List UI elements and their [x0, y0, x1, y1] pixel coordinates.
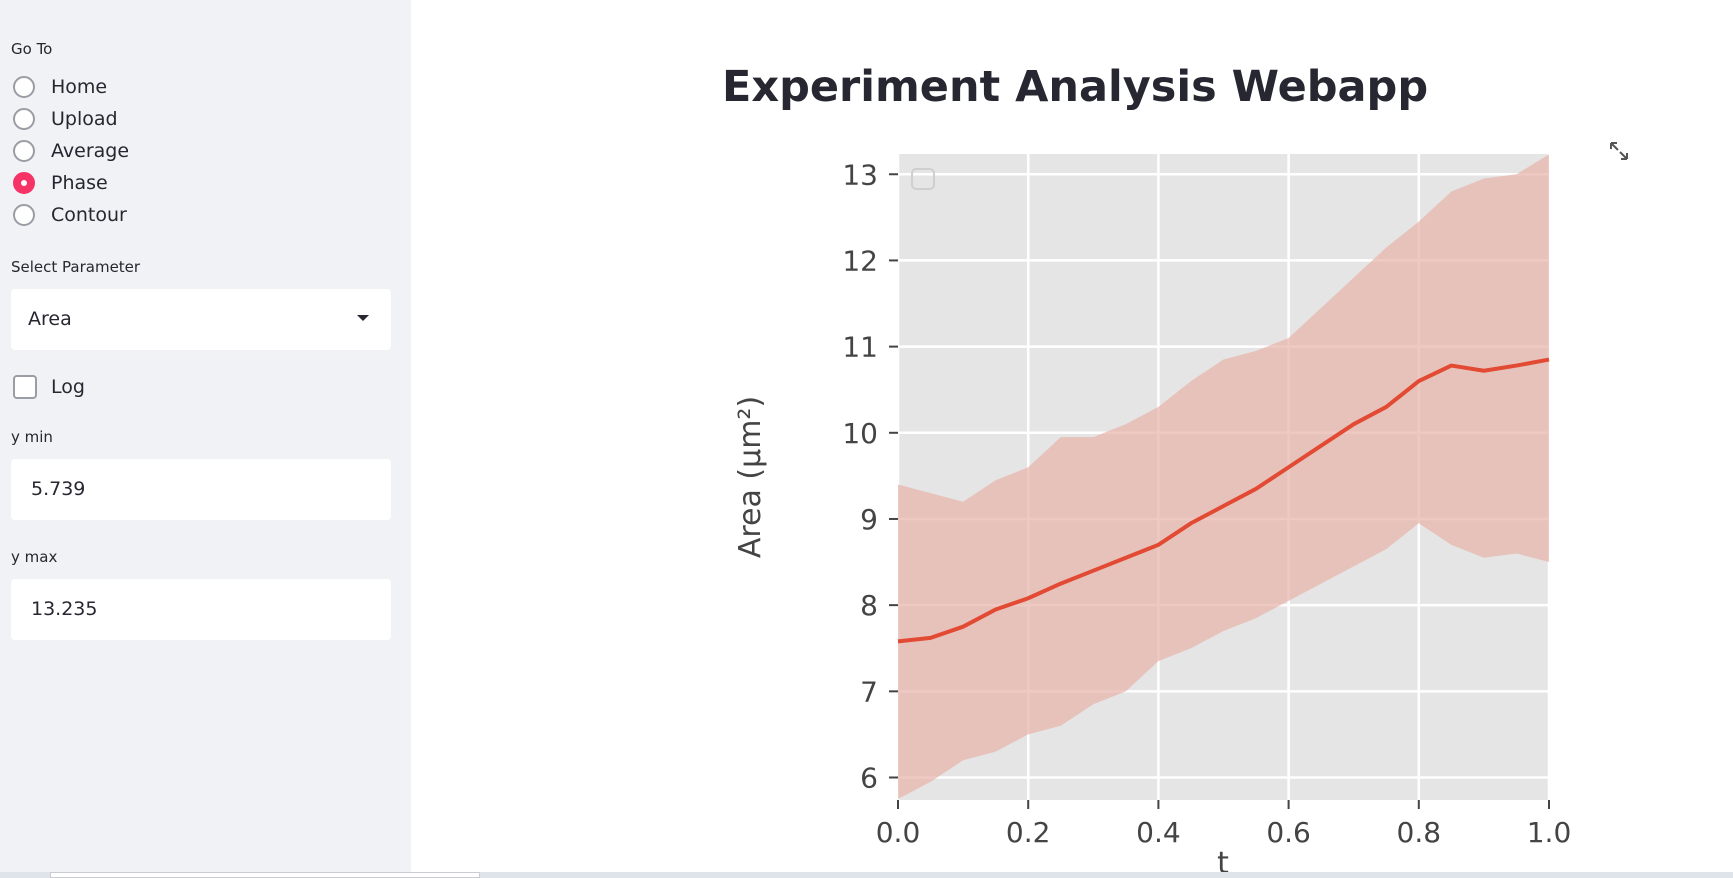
y-tick-label: 7 [860, 675, 878, 708]
nav-label-average: Average [51, 140, 130, 162]
bottom-bar [0, 872, 1733, 878]
nav-radio-home[interactable]: Home [13, 73, 107, 101]
legend-box [911, 168, 935, 190]
nav-radio-contour[interactable]: Contour [13, 201, 127, 229]
phase-chart: 0.0 0.2 0.4 0.6 0.8 1.0 6 7 8 9 10 11 12 13 Area (μm… [733, 154, 1572, 875]
page-title: Experiment Analysis Webapp [722, 62, 1429, 112]
nav-label-upload: Upload [51, 108, 118, 130]
sidebar: Go To Home Upload Average Phase Contour … [0, 0, 411, 878]
ymax-input[interactable]: 13.235 [11, 579, 391, 640]
expand-icon[interactable] [1608, 140, 1630, 162]
mean-line [897, 357, 1550, 644]
ymax-label: y max [11, 548, 58, 566]
x-tick-label: 0.2 [1006, 816, 1051, 849]
y-tick-label: 8 [860, 589, 878, 622]
x-axis: 0.0 0.2 0.4 0.6 0.8 1.0 [876, 800, 1572, 849]
goto-label: Go To [11, 40, 53, 58]
log-label: Log [51, 376, 85, 398]
nav-radio-average[interactable]: Average [13, 137, 129, 165]
y-axis-label: Area (μm²) [733, 396, 768, 558]
y-tick-label: 6 [860, 762, 878, 795]
nav-label-contour: Contour [51, 204, 127, 226]
x-tick-label: 0.6 [1266, 816, 1311, 849]
radio-circle[interactable] [13, 204, 35, 226]
nav-radio-upload[interactable]: Upload [13, 105, 118, 133]
x-tick-label: 0.8 [1397, 816, 1442, 849]
confidence-band [898, 154, 1549, 800]
parameter-select-value: Area [28, 308, 72, 330]
y-tick-label: 13 [842, 158, 878, 191]
x-tick-label: 0.0 [876, 816, 921, 849]
ymin-input[interactable]: 5.739 [11, 459, 391, 520]
y-tick-label: 11 [842, 331, 878, 364]
nav-label-phase: Phase [51, 172, 108, 194]
x-tick-label: 1.0 [1527, 816, 1572, 849]
nav-label-home: Home [51, 76, 108, 98]
log-checkbox[interactable] [13, 375, 37, 399]
y-axis: 6 7 8 9 10 11 12 13 [842, 158, 898, 795]
y-tick-label: 12 [842, 244, 878, 277]
y-tick-label: 10 [842, 417, 878, 450]
caret-down-icon[interactable] [357, 315, 369, 321]
y-tick-label: 9 [860, 503, 878, 536]
select-parameter-label: Select Parameter [11, 258, 141, 276]
bottom-input[interactable] [50, 872, 480, 878]
radio-circle[interactable] [13, 108, 35, 130]
log-checkbox-row[interactable]: Log [13, 373, 85, 401]
x-tick-label: 0.4 [1136, 816, 1181, 849]
parameter-select[interactable]: Area [11, 289, 391, 350]
ymin-label: y min [11, 428, 53, 446]
radio-circle[interactable] [13, 76, 35, 98]
nav-radio-phase[interactable]: Phase [13, 169, 108, 197]
plot-area [896, 154, 1551, 800]
x-axis-label: t [1217, 846, 1229, 875]
radio-circle-selected[interactable] [13, 172, 35, 194]
radio-circle[interactable] [13, 140, 35, 162]
